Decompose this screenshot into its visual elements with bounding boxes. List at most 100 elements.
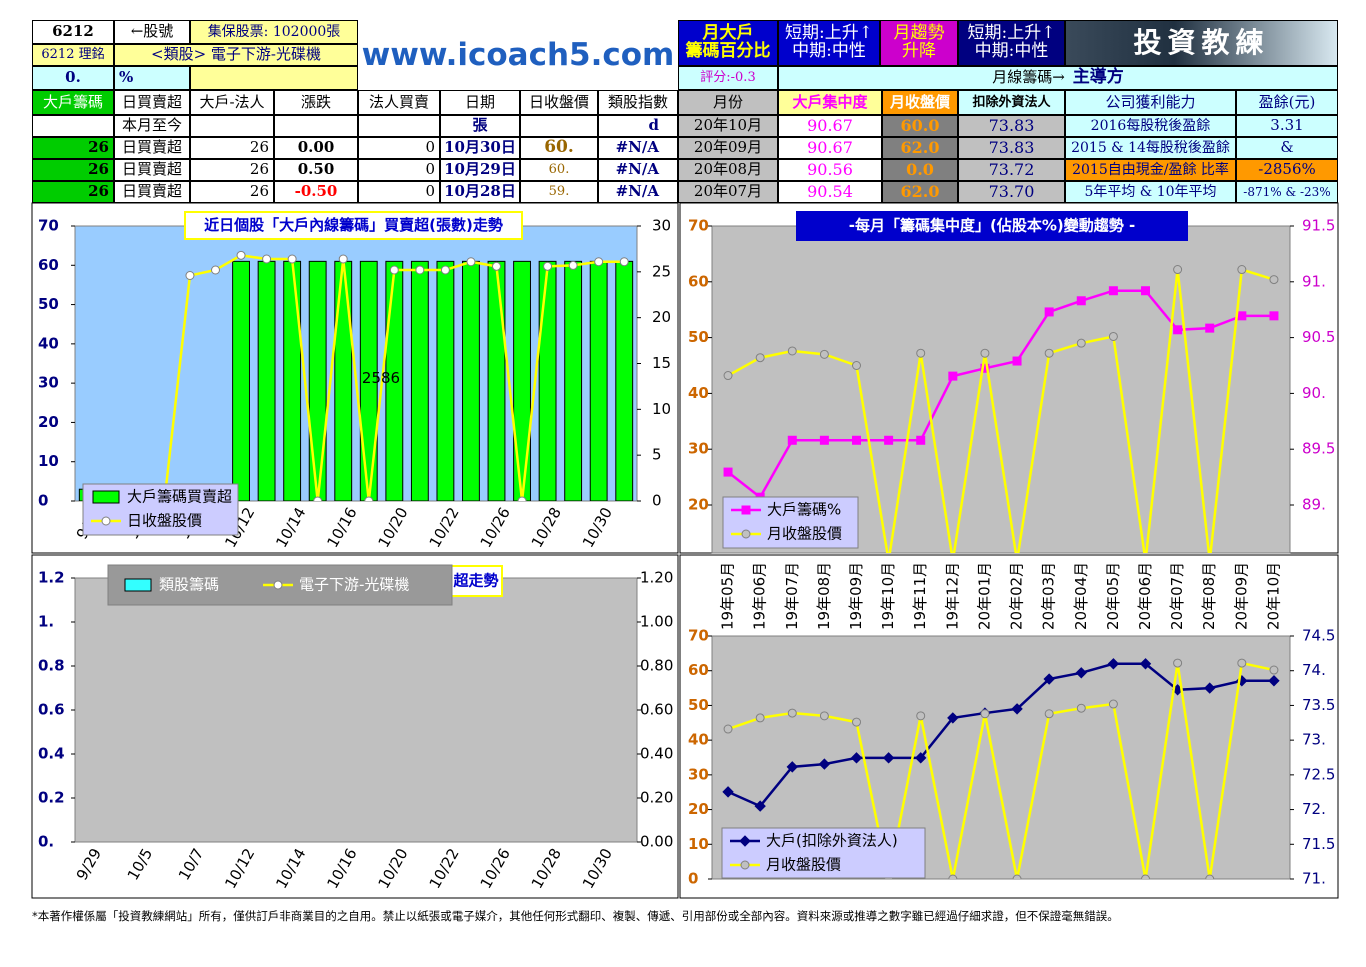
table-cell [274,115,358,137]
x-tick-label: 20年03月 [1040,562,1058,630]
chart-title: 超走勢 [452,572,498,590]
box-line: 短期:上升↑ [785,23,873,44]
marker [1141,874,1150,879]
table-cell: 5年平均 & 10年平均 [1065,181,1236,203]
y-tick-label: 0.8 [38,657,65,675]
main-force: 月線籌碼→ 主導方 [778,66,1338,90]
marker [1269,665,1279,675]
marker [754,800,766,812]
box-line: 升降 [902,41,936,61]
marker [787,435,797,445]
table-cell: 26 [190,159,274,181]
box-short: 短期:上升↑ 中期:中性 [778,20,880,66]
table-cell: 90.54 [778,181,882,203]
legend-label: 月收盤股價 [766,856,841,874]
column-header: 大戶籌碼 [32,90,114,115]
legend-label: 月收盤股價 [767,525,842,543]
marker [1012,356,1022,366]
y2-tick-label: 30 [652,217,671,235]
legend-label: 類股籌碼 [159,576,219,594]
column-header: 扣除外資法人 [958,90,1065,115]
table-cell: #N/A [598,137,678,159]
table-cell: 26 [32,181,114,203]
marker [948,371,958,381]
x-tick-label: 19年10月 [879,562,897,630]
chart-title: 近日個股「大戶內線籌碼」買賣超(張數)走勢 [204,216,503,234]
blank-cell [190,66,358,90]
marker [1012,874,1022,879]
x-tick-label: 20年06月 [1136,562,1154,630]
table-cell: 日買賣超 [114,137,190,159]
plot [722,658,1280,879]
y2-tick-label: 0.80 [640,657,673,675]
marker [1269,311,1279,321]
brand: 投資教練 [1065,20,1338,66]
y2-tick-label: 20 [652,308,671,326]
y-tick-label: 20 [688,800,709,818]
column-header: 日買賣超 [114,90,190,115]
marker [915,752,927,764]
title-box [796,211,1188,241]
line [727,267,1275,553]
main-value: 主導方 [1072,67,1124,88]
y2-tick-label: 90.5 [1302,328,1335,346]
marker [1108,331,1118,341]
box-short2: 短期:上升↑ 中期:中性 [958,20,1065,66]
legend-label: 日收盤股價 [127,512,202,530]
marker [1205,874,1215,879]
marker [1011,703,1023,715]
bar [410,260,429,501]
table-cell: 62.0 [882,137,958,159]
x-tick-label: 20年05月 [1104,562,1122,630]
y2-tick-label: 1.00 [640,613,673,631]
y-tick-label: 1. [38,613,54,631]
table-cell: -2856% [1236,159,1338,181]
table-cell: 90.56 [778,159,882,181]
y-tick-label: 20 [38,413,59,431]
table-cell [358,115,440,137]
table-cell: 日買賣超 [114,159,190,181]
table-cell: 26 [190,137,274,159]
stock-code: 6212 [32,20,114,44]
bar [487,260,506,501]
y2-tick-label: 71.5 [1302,835,1335,853]
marker [916,711,926,721]
y2-tick-label: 90. [1302,384,1326,402]
table-cell: 本月至今 [114,115,190,137]
line [727,661,1275,879]
marker [1268,675,1280,687]
marker [852,361,861,370]
x-tick-label: 19年06月 [751,562,769,630]
marker [947,712,959,724]
x-tick-label: 20年10月 [1264,562,1282,630]
y-tick-label: 60 [688,272,709,290]
box-trend: 月趨勢 升降 [880,20,958,66]
marker [1173,325,1183,335]
marker [1043,673,1055,685]
legend-swatch [92,490,120,504]
marker [211,265,220,275]
y-tick-label: 40 [38,334,59,352]
marker [236,250,246,260]
y2-tick-label: 89. [1302,496,1326,514]
x-tick-label: 19年09月 [847,562,865,630]
marker [818,758,831,770]
table-cell: 20年09月 [678,137,778,159]
y-tick-label: 0 [688,870,698,888]
y-tick-label: 30 [688,765,709,783]
y2-tick-label: 15 [652,354,671,372]
y2-tick-label: 91.5 [1302,217,1335,235]
x-tick-label: 19年05月 [719,562,737,630]
title-box [449,565,503,597]
marker [313,496,323,501]
x-tick-label: 20年02月 [1008,562,1026,630]
marker [262,254,272,264]
legend-label: 大戶籌碼% [767,501,841,519]
bar [334,260,353,501]
table-cell: 10月28日 [440,181,520,203]
y2-tick-label: 73. [1302,731,1326,749]
y-tick-label: 1.2 [38,569,65,587]
legend-label: 電子下游-光碟機 [299,576,409,594]
marker [517,496,527,501]
table-cell: 2015自由現金/盈餘 比率 [1065,159,1236,181]
